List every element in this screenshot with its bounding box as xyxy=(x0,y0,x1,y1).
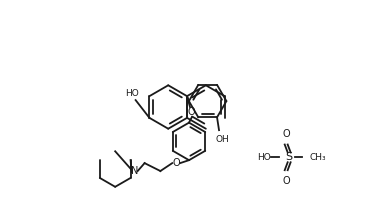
Text: S: S xyxy=(285,152,292,162)
Text: CH₃: CH₃ xyxy=(310,153,326,162)
Text: O: O xyxy=(283,129,291,139)
Text: N: N xyxy=(131,166,138,176)
Text: HO: HO xyxy=(257,153,271,162)
Text: O: O xyxy=(283,176,291,186)
Text: OH: OH xyxy=(215,135,229,144)
Text: HO: HO xyxy=(125,89,138,98)
Text: O: O xyxy=(172,158,180,168)
Text: O: O xyxy=(187,107,195,117)
